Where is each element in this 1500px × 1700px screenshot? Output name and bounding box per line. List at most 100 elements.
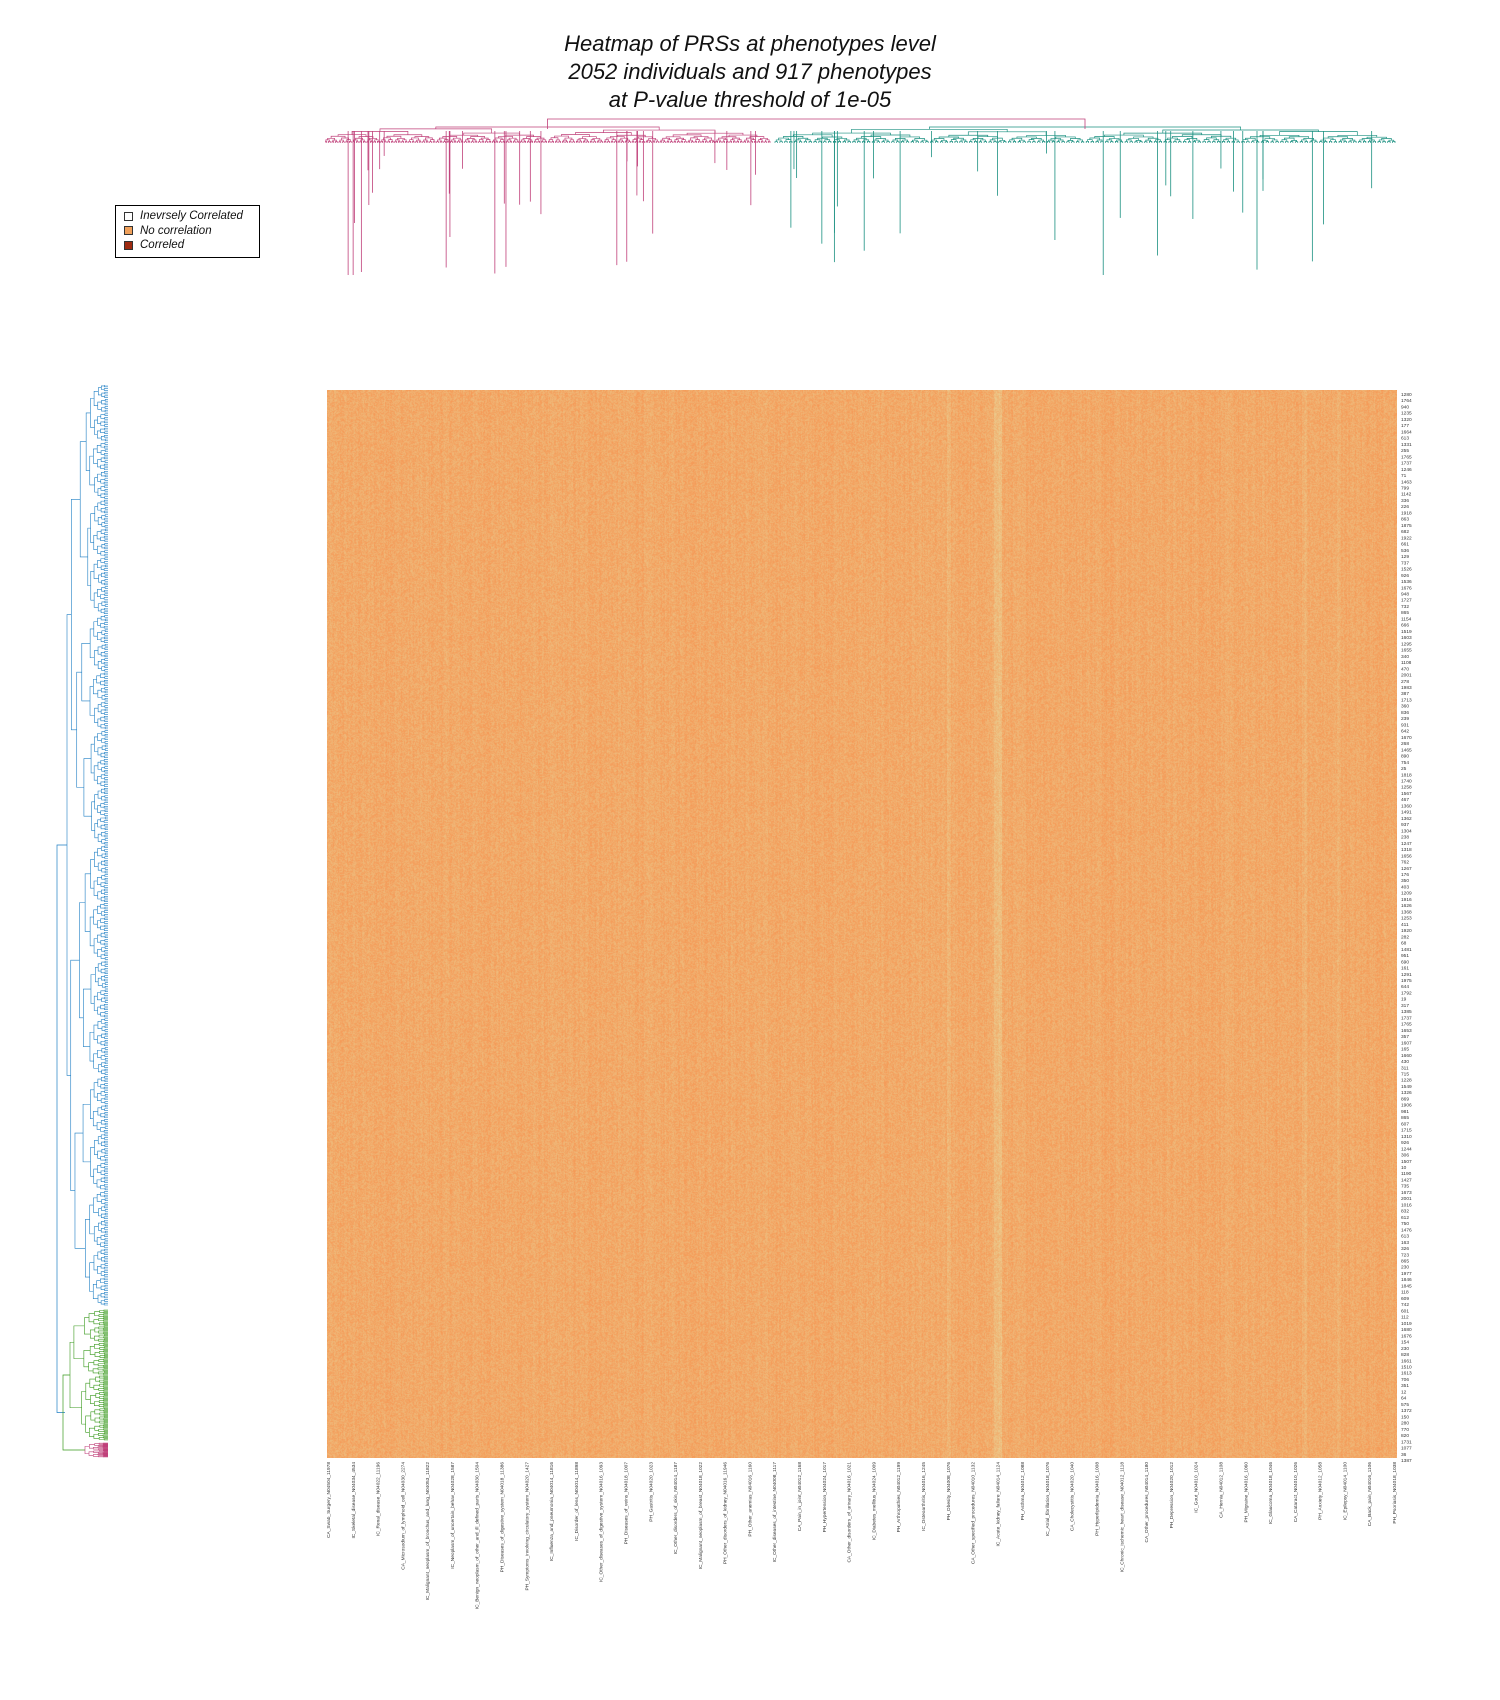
dendrogram-link xyxy=(1066,141,1070,143)
row-label: 1108 xyxy=(1401,660,1412,666)
dendrogram-link xyxy=(104,1230,108,1234)
dendrogram-link xyxy=(103,1277,108,1281)
row-label: 280 xyxy=(1401,1421,1409,1427)
dendrogram-link xyxy=(98,1314,104,1317)
dendrogram-link xyxy=(1310,139,1317,142)
dendrogram-link xyxy=(100,414,105,419)
dendrogram-link xyxy=(1055,136,1076,139)
dendrogram-link xyxy=(104,1083,108,1086)
dendrogram-link xyxy=(97,920,101,929)
dendrogram-link xyxy=(104,532,108,535)
dendrogram-link xyxy=(1057,139,1064,142)
row-label: 1235 xyxy=(1401,411,1412,417)
dendrogram-link xyxy=(100,688,106,693)
row-cluster-3 xyxy=(84,1442,108,1458)
dendrogram-link xyxy=(901,141,905,143)
dendrogram-link xyxy=(104,1133,108,1137)
dendrogram-link xyxy=(103,820,108,823)
dendrogram-link xyxy=(97,589,102,597)
chart-title-line-3: at P-value threshold of 1e-05 xyxy=(608,87,892,112)
dendrogram-link xyxy=(103,661,108,665)
dendrogram-link xyxy=(104,950,108,953)
dendrogram-link xyxy=(81,643,91,702)
dendrogram-link xyxy=(103,759,108,762)
dendrogram-link xyxy=(757,140,760,143)
row-label: 1360 xyxy=(1401,803,1412,809)
dendrogram-link xyxy=(104,1234,108,1237)
dendrogram-link xyxy=(1192,141,1196,143)
dendrogram-link xyxy=(97,1021,102,1029)
dendrogram-link xyxy=(104,701,108,704)
dendrogram-link xyxy=(1061,141,1065,143)
row-label: 430 xyxy=(1401,1059,1409,1065)
dendrogram-link xyxy=(949,141,953,143)
row-label: 1295 xyxy=(1401,641,1412,647)
dendrogram-link xyxy=(104,1371,108,1373)
dendrogram-link xyxy=(100,500,105,506)
dendrogram-link xyxy=(104,1000,108,1003)
dendrogram-link xyxy=(978,141,983,143)
dendrogram-link xyxy=(513,140,516,143)
dendrogram-link xyxy=(104,1036,108,1039)
row-label: 161 xyxy=(1401,966,1409,972)
dendrogram-link xyxy=(104,939,108,942)
dendrogram-link xyxy=(76,671,84,788)
dendrogram-link xyxy=(935,141,939,143)
dendrogram-link xyxy=(104,1173,108,1176)
dendrogram-link xyxy=(589,140,593,143)
row-label: 1491 xyxy=(1401,810,1412,816)
dendrogram-link xyxy=(102,1373,108,1375)
dendrogram-link xyxy=(94,506,99,522)
dendrogram-link xyxy=(92,1368,99,1374)
dendrogram-link xyxy=(98,1222,102,1231)
row-label: 770 xyxy=(1401,1427,1409,1433)
dendrogram-link xyxy=(925,141,929,143)
dendrogram-link xyxy=(386,135,402,139)
dendrogram-link xyxy=(1288,136,1310,139)
dendrogram-link xyxy=(104,870,108,874)
dendrogram-link xyxy=(102,1369,108,1371)
dendrogram-link xyxy=(97,603,102,612)
dendrogram-link xyxy=(335,141,338,143)
dendrogram-link xyxy=(104,737,108,740)
row-label: 1653 xyxy=(1401,1028,1412,1034)
dendrogram-link xyxy=(645,141,649,143)
dendrogram-link xyxy=(104,1061,108,1065)
dendrogram-link xyxy=(1042,141,1046,143)
legend-item-correlated: Correled xyxy=(124,238,259,253)
row-label: 1983 xyxy=(1401,685,1412,691)
dendrogram-link xyxy=(817,137,828,140)
dendrogram-link xyxy=(100,1177,105,1182)
dendrogram-link xyxy=(1071,141,1075,143)
dendrogram-link xyxy=(103,1270,108,1273)
dendrogram-link xyxy=(103,456,108,460)
dendrogram-link xyxy=(104,1354,108,1357)
dendrogram-link xyxy=(98,1208,102,1217)
dendrogram-link xyxy=(712,141,715,143)
row-label: 1626 xyxy=(1401,903,1412,909)
dendrogram-link xyxy=(101,1026,106,1031)
row-label: 10 xyxy=(1401,1165,1407,1171)
dendrogram-link xyxy=(104,964,108,967)
dendrogram-link xyxy=(492,140,495,143)
dendrogram-link xyxy=(1110,141,1114,143)
row-label: 154 xyxy=(1401,1340,1409,1346)
dendrogram-link xyxy=(527,141,530,143)
column-label: CA_Swab_Surgery_N04504_11978 xyxy=(327,1462,332,1538)
dendrogram-link xyxy=(555,141,558,143)
dendrogram-link xyxy=(104,1256,108,1259)
dendrogram-link xyxy=(1194,139,1200,142)
dendrogram-link xyxy=(1094,136,1115,139)
row-label: 230 xyxy=(1401,1346,1409,1352)
dendrogram-link xyxy=(104,658,108,661)
dendrogram-link xyxy=(95,967,99,983)
dendrogram-link xyxy=(98,1318,104,1322)
dendrogram-link xyxy=(104,827,108,830)
dendrogram-link xyxy=(1284,137,1295,141)
column-label: PH_Symptoms_involving_circulatory_system… xyxy=(524,1462,530,1591)
row-label: 129 xyxy=(1401,554,1409,560)
dendrogram-link xyxy=(950,139,957,142)
dendrogram-link xyxy=(104,1022,108,1025)
column-label: IC_Malignant_neoplasm_of_breast_N04018_1… xyxy=(698,1462,704,1570)
dendrogram-link xyxy=(370,141,373,143)
